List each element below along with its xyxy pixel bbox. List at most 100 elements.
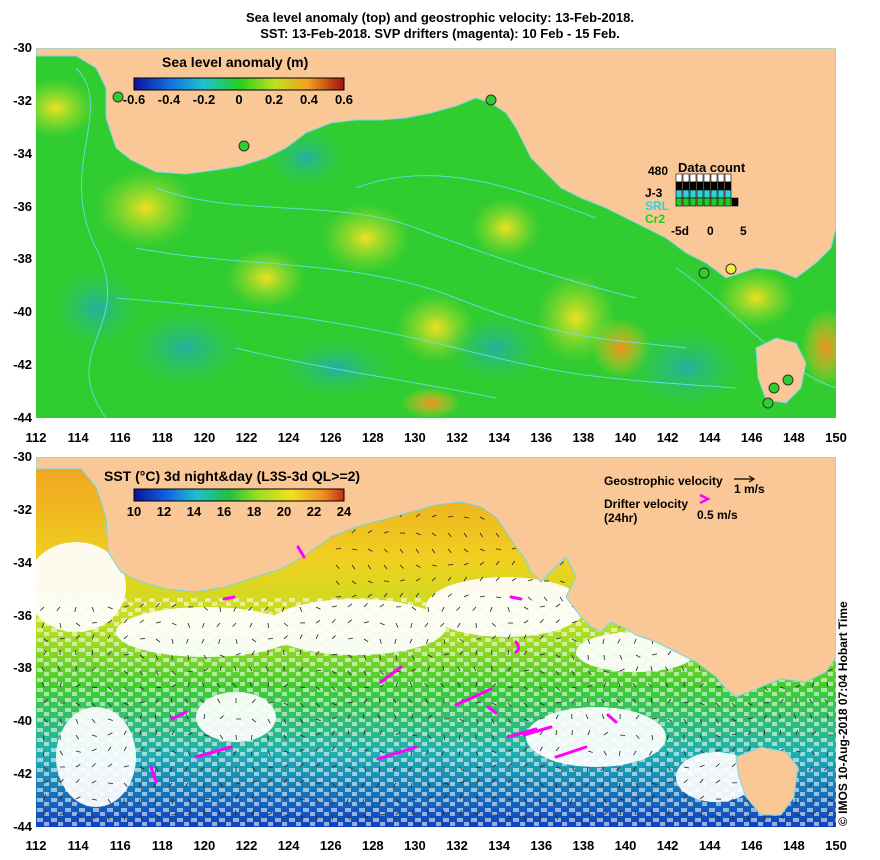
drifter-velocity-label: Drifter velocity bbox=[604, 497, 689, 511]
x-tick-label-top: 132 bbox=[446, 430, 468, 445]
x-tick-label-top: 146 bbox=[740, 430, 763, 445]
x-tick-label-top: 128 bbox=[361, 430, 384, 445]
sst-colorbar-title: SST (°C) 3d night&day (L3S-3d QL>=2) bbox=[104, 468, 361, 484]
geostrophic-velocity-arrows bbox=[40, 512, 837, 821]
x-tick-label-top: 138 bbox=[572, 430, 595, 445]
x-tick-label-top: 144 bbox=[698, 430, 721, 445]
x-tick-label-top: 130 bbox=[404, 430, 426, 445]
x-tick-label-bottom: 120 bbox=[193, 838, 216, 853]
x-tick-label-bottom: 142 bbox=[656, 838, 679, 853]
drifter-velocity-scale: 0.5 m/s bbox=[697, 508, 738, 522]
x-tick-label-top: 136 bbox=[530, 430, 553, 445]
data-count-title: Data count bbox=[678, 160, 746, 175]
x-tick-label-top: 142 bbox=[656, 430, 679, 445]
sst-colorbar-tick: 14 bbox=[186, 504, 202, 519]
x-tick-label-top: 124 bbox=[277, 430, 300, 445]
x-tick-label-bottom: 146 bbox=[740, 838, 763, 853]
sla-colorbar-tick: -0.2 bbox=[192, 92, 216, 107]
y-tick-label-top: -30 bbox=[13, 40, 32, 55]
data-count-tick-5: 5 bbox=[740, 224, 747, 238]
y-tick-label-top: -32 bbox=[13, 92, 32, 108]
sla-colorbar-tick: 0.4 bbox=[299, 92, 319, 107]
x-tick-label-top: 120 bbox=[193, 430, 216, 445]
x-tick-label-bottom: 138 bbox=[572, 838, 595, 853]
x-tick-label-top: 134 bbox=[488, 430, 510, 445]
sst-map bbox=[26, 456, 837, 827]
x-tick-label-top: 150 bbox=[825, 430, 847, 445]
sea-level-anomaly-map bbox=[16, 47, 851, 419]
x-tick-label-top: 118 bbox=[151, 430, 173, 445]
sst-colorbar bbox=[133, 488, 345, 502]
sla-anomaly-features bbox=[16, 78, 851, 418]
y-tick-label-bottom: -42 bbox=[13, 766, 32, 782]
data-count-max: 480 bbox=[648, 164, 669, 178]
sst-colorbar-tick: 20 bbox=[276, 504, 292, 519]
sla-colorbar-tick: 0 bbox=[235, 92, 243, 107]
drifter-velocity-sub: (24hr) bbox=[604, 511, 638, 525]
data-count-series-cr2: Cr2 bbox=[645, 212, 666, 226]
y-tick-label-bottom: -44 bbox=[13, 819, 32, 834]
x-tick-label-bottom: 114 bbox=[67, 838, 89, 853]
x-tick-label-bottom: 148 bbox=[783, 838, 805, 853]
sst-colorbar-tick: 12 bbox=[156, 504, 172, 519]
x-tick-label-top: 148 bbox=[783, 430, 805, 445]
sst-colorbar-tick: 16 bbox=[216, 504, 232, 519]
tide-gauge-markers bbox=[112, 91, 794, 409]
x-tick-label-bottom: 128 bbox=[361, 838, 384, 853]
x-tick-label-bottom: 126 bbox=[319, 838, 342, 853]
data-count-series-j3: J-3 bbox=[645, 186, 663, 200]
x-tick-label-top: 116 bbox=[109, 430, 131, 445]
x-tick-label-bottom: 132 bbox=[446, 838, 468, 853]
x-tick-label-bottom: 112 bbox=[25, 838, 47, 853]
y-tick-label-top: -42 bbox=[13, 357, 32, 373]
tasmania-land-sst bbox=[735, 746, 799, 816]
y-tick-label-top: -40 bbox=[13, 304, 32, 320]
x-tick-label-bottom: 150 bbox=[825, 838, 847, 853]
data-count-series-srl: SRL bbox=[645, 199, 669, 213]
y-tick-label-bottom: -32 bbox=[13, 501, 32, 517]
figure-title-line2: SST: 13-Feb-2018. SVP drifters (magenta)… bbox=[260, 26, 620, 41]
tasmania-land bbox=[755, 337, 807, 404]
sla-contours bbox=[75, 67, 837, 419]
y-tick-label-bottom: -34 bbox=[13, 554, 32, 570]
sst-colorbar-tick: 18 bbox=[246, 504, 262, 519]
x-tick-label-bottom: 122 bbox=[235, 838, 258, 853]
y-tick-label-bottom: -38 bbox=[13, 660, 32, 676]
x-tick-label-bottom: 130 bbox=[404, 838, 426, 853]
x-tick-label-bottom: 136 bbox=[530, 838, 553, 853]
geostrophic-velocity-label: Geostrophic velocity bbox=[604, 474, 723, 488]
x-tick-label-bottom: 144 bbox=[698, 838, 721, 853]
sst-colorbar-tick: 24 bbox=[336, 504, 352, 519]
sla-colorbar-tick: -0.6 bbox=[122, 92, 146, 107]
credit-text: © IMOS 10-Aug-2018 07:04 Hobart Time bbox=[836, 601, 850, 826]
sla-colorbar-tick: 0.2 bbox=[264, 92, 284, 107]
y-tick-label-bottom: -30 bbox=[13, 449, 32, 464]
data-count-tick-0: 0 bbox=[707, 224, 714, 238]
y-tick-label-top: -38 bbox=[13, 251, 32, 267]
x-tick-label-top: 140 bbox=[614, 430, 637, 445]
sla-colorbar-tick: -0.4 bbox=[157, 92, 181, 107]
y-tick-label-bottom: -36 bbox=[13, 607, 32, 623]
x-tick-label-bottom: 116 bbox=[109, 838, 131, 853]
sla-colorbar-tick: 0.6 bbox=[334, 92, 354, 107]
x-tick-label-top: 126 bbox=[319, 430, 342, 445]
data-count-tick-minus5: -5d bbox=[671, 224, 689, 238]
y-tick-label-bottom: -40 bbox=[13, 713, 32, 729]
y-tick-label-top: -36 bbox=[13, 198, 32, 214]
drifter-legend-arrow bbox=[699, 493, 711, 505]
sla-colorbar bbox=[133, 77, 345, 91]
data-count-chart bbox=[675, 173, 739, 207]
sst-colorbar-tick: 22 bbox=[306, 504, 322, 519]
sst-colorbar-tick: 10 bbox=[126, 504, 142, 519]
geostrophic-velocity-scale: 1 m/s bbox=[734, 482, 765, 496]
x-tick-label-top: 114 bbox=[67, 430, 89, 445]
drifter-tracks bbox=[149, 545, 618, 784]
x-tick-label-bottom: 118 bbox=[151, 838, 173, 853]
x-tick-label-bottom: 124 bbox=[277, 838, 300, 853]
y-tick-label-top: -34 bbox=[13, 145, 32, 161]
x-tick-label-top: 112 bbox=[25, 430, 47, 445]
y-tick-label-top: -44 bbox=[13, 410, 32, 425]
x-tick-label-bottom: 134 bbox=[488, 838, 510, 853]
sla-colorbar-title: Sea level anomaly (m) bbox=[162, 54, 309, 70]
x-tick-label-bottom: 140 bbox=[614, 838, 637, 853]
